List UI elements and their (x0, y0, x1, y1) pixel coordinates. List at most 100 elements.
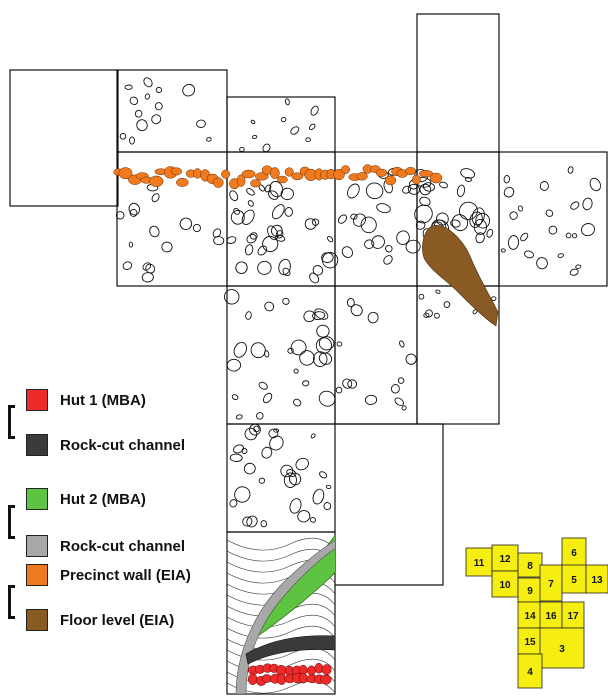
stone (443, 301, 451, 308)
hut1-stone (261, 674, 272, 683)
stone (119, 133, 127, 140)
stone (257, 245, 268, 256)
stone (309, 517, 317, 523)
stone (155, 86, 163, 94)
wall-stone (236, 174, 246, 187)
trench-box (335, 423, 444, 586)
channel-dark-swatch (26, 434, 48, 456)
stone (179, 217, 193, 230)
stone (423, 312, 430, 318)
stone (262, 143, 271, 153)
stone (425, 309, 433, 318)
stone (269, 180, 284, 198)
stone (520, 232, 529, 242)
stone (226, 236, 237, 244)
stone (280, 464, 294, 478)
key-cell-4: 4 (517, 653, 543, 689)
key-cell-13: 13 (585, 564, 608, 594)
stone (336, 341, 343, 347)
hut-drawing (227, 534, 335, 694)
stone (557, 253, 565, 258)
stone (335, 386, 343, 394)
stone (124, 84, 133, 90)
stone (235, 261, 248, 274)
stone (271, 224, 283, 237)
stone (310, 105, 319, 116)
trench-box (416, 13, 500, 153)
stone (582, 197, 593, 211)
stone (122, 261, 133, 270)
stone (405, 239, 421, 254)
stone (250, 119, 256, 125)
stone (460, 168, 476, 179)
stone (310, 433, 316, 439)
wall-stone (291, 172, 304, 181)
bedrock-line (227, 625, 335, 639)
stone (224, 289, 240, 305)
stone (229, 190, 239, 202)
stone (206, 137, 212, 142)
stone (262, 235, 279, 253)
stone (280, 187, 294, 201)
stone (305, 137, 311, 143)
key-cell-number: 8 (527, 561, 533, 572)
stone (256, 412, 264, 420)
stone (278, 258, 291, 276)
key-cell-number: 17 (567, 611, 579, 622)
stone (414, 204, 433, 224)
wall-stone (255, 172, 269, 181)
stone (249, 423, 261, 436)
stone (353, 213, 366, 227)
trench-box (9, 69, 119, 207)
hut-features (227, 534, 335, 694)
stone (318, 352, 333, 365)
stone (422, 182, 435, 192)
stone (347, 183, 360, 199)
stone (314, 308, 329, 320)
trench-box (498, 151, 608, 287)
key-cell-3: 3 (539, 627, 585, 669)
stone (230, 209, 245, 225)
stone (134, 109, 143, 118)
stone (244, 427, 258, 441)
stone (323, 502, 332, 511)
stone (129, 96, 139, 106)
stone (289, 498, 302, 514)
stone (273, 428, 280, 433)
stone (143, 77, 153, 88)
wall-stone (356, 172, 368, 181)
stone (302, 380, 310, 387)
stone (318, 336, 335, 351)
channel-light-swatch (26, 535, 48, 557)
stone (141, 272, 154, 283)
stone (149, 225, 160, 238)
floor-level-swatch (26, 609, 48, 631)
bedrock-line (227, 537, 335, 551)
stone (297, 510, 311, 523)
stone (293, 398, 302, 407)
stone (503, 186, 515, 198)
stone (161, 241, 173, 253)
key-cell-box (539, 627, 585, 669)
stone (151, 193, 160, 203)
hut2-swatch (26, 488, 48, 510)
stone (244, 244, 254, 256)
channel-light-area (235, 540, 335, 694)
wall-stone (277, 175, 288, 184)
wall-stone (241, 169, 256, 179)
stone (229, 453, 243, 462)
stone (509, 211, 518, 220)
stone (289, 472, 302, 486)
stone (394, 397, 404, 406)
stone (243, 462, 256, 475)
key-cell-box (491, 570, 519, 598)
stone (239, 146, 245, 152)
stone (293, 368, 299, 374)
stone (469, 211, 483, 228)
hut1-stone (299, 672, 308, 684)
key-cell-number: 7 (548, 579, 554, 590)
stone (290, 126, 300, 135)
legend-item-hut1: Hut 1 (MBA) (26, 387, 146, 413)
stone (128, 241, 134, 248)
floor-level (422, 225, 499, 327)
